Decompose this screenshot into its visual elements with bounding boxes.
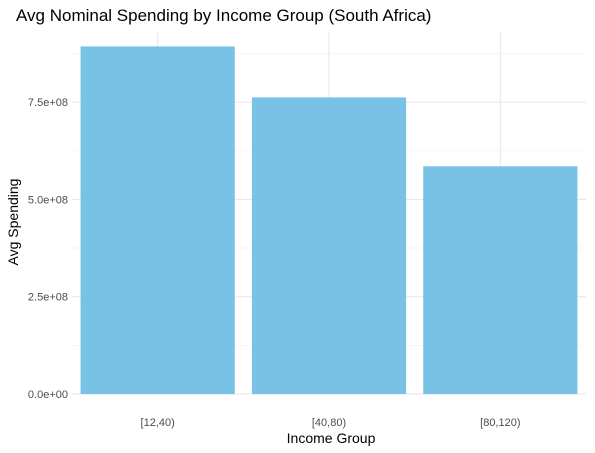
y-axis-ticks: 0.0e+00 2.5e+08 5.0e+08 7.5e+08	[28, 97, 68, 401]
x-axis-ticks: [12,40) [40,80) [80,120)	[141, 417, 521, 429]
y-axis-title: Avg Spending	[5, 179, 21, 266]
x-tick-label: [12,40)	[141, 417, 175, 429]
y-tick-label: 0.0e+00	[28, 389, 68, 401]
y-tick-label: 5.0e+08	[28, 194, 68, 206]
y-tick-label: 7.5e+08	[28, 97, 68, 109]
bar	[80, 46, 235, 394]
chart-title: Avg Nominal Spending by Income Group (So…	[16, 6, 431, 25]
y-tick-label: 2.5e+08	[28, 292, 68, 304]
x-tick-label: [80,120)	[480, 417, 520, 429]
x-axis-title: Income Group	[287, 430, 376, 446]
bar	[423, 166, 578, 394]
bars-layer	[80, 46, 578, 394]
x-tick-label: [40,80)	[312, 417, 346, 429]
bar	[251, 97, 407, 394]
